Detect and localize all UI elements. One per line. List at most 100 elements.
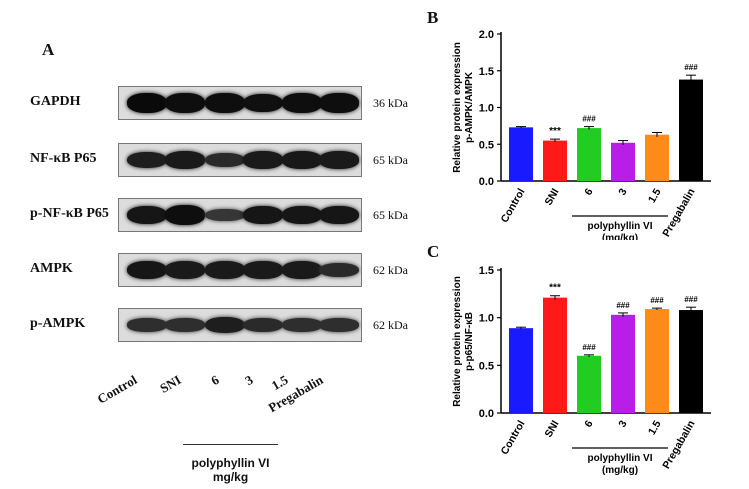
blot-band <box>165 93 205 113</box>
y-tick-label: 1.0 <box>479 103 494 115</box>
bar <box>679 310 703 413</box>
blot-band <box>205 261 245 279</box>
bar <box>577 355 601 413</box>
significance-marker: *** <box>549 283 561 294</box>
bar <box>543 297 567 413</box>
significance-marker: ### <box>582 115 596 124</box>
blot-row-label: p-NF-κB P65 <box>30 206 109 221</box>
blot-band <box>127 261 167 279</box>
blot-kda-label: 65 kDa <box>373 208 408 222</box>
significance-marker: ### <box>616 301 630 310</box>
blot-band <box>282 93 322 113</box>
x-tick-label: 3 <box>616 186 629 197</box>
blot-kda-label: 65 kDa <box>373 153 408 167</box>
blot-kda-label: 36 kDa <box>373 96 408 110</box>
y-tick-label: 1.0 <box>479 313 494 325</box>
panel-a-letter: A <box>42 40 55 59</box>
y-tick-label: 0.0 <box>479 408 494 420</box>
blot-strip <box>118 143 362 177</box>
chart-b-p-ampk: 0.0 0.5 1.0 1.5 2.0 Relative protein expressi… <box>452 29 711 240</box>
blot-strip <box>118 198 362 232</box>
y-tick-label: 1.5 <box>479 66 494 78</box>
blot-band <box>243 93 283 113</box>
bar <box>509 328 533 413</box>
blot-band <box>127 151 167 169</box>
blot-band <box>319 262 359 278</box>
blot-band <box>319 93 359 113</box>
bar <box>679 79 703 181</box>
blot-group-label-2: mg/kg <box>212 470 249 484</box>
x-tick-label: Pregabalin <box>660 187 697 239</box>
x-tick-label: Pregabalin <box>660 419 697 471</box>
significance-marker: ### <box>650 296 664 305</box>
x-tick-label: 3 <box>616 418 629 429</box>
y-axis-label: Relative protein expression <box>452 42 463 173</box>
blot-band <box>165 205 205 225</box>
x-tick-label: 6 <box>582 418 595 429</box>
y-tick-label: 1.5 <box>479 265 494 277</box>
blot-band <box>127 206 167 224</box>
significance-marker: ### <box>684 63 698 72</box>
blot-strip <box>118 253 362 287</box>
x-tick-label: 1.5 <box>646 186 664 205</box>
blot-band <box>127 318 167 332</box>
significance-marker: *** <box>549 126 561 137</box>
blot-band <box>205 152 245 168</box>
group-label-unit: (mg/kg) <box>602 233 638 240</box>
blot-band <box>243 206 283 224</box>
bar <box>645 309 669 413</box>
blot-strip <box>118 86 362 120</box>
blot-kda-label: 62 kDa <box>373 263 408 277</box>
blot-band <box>243 317 283 333</box>
significance-marker: ### <box>684 295 698 304</box>
blot-band <box>165 151 205 169</box>
bar <box>509 127 533 181</box>
panel-c-letter: C <box>427 242 440 261</box>
x-tick-label: SNI <box>542 186 561 207</box>
blot-band <box>243 261 283 279</box>
x-tick-label: 6 <box>582 186 595 197</box>
y-tick-label: 0.0 <box>479 176 494 188</box>
blot-band <box>282 151 322 169</box>
x-tick-label: 1.5 <box>646 418 664 437</box>
group-label-unit: (mg/kg) <box>602 465 638 476</box>
blot-band <box>205 208 245 222</box>
blot-kda-label: 62 kDa <box>373 318 408 332</box>
blot-band <box>165 261 205 279</box>
blot-band <box>127 93 167 113</box>
y-tick-label: 2.0 <box>479 29 494 41</box>
group-label: polyphyllin VI <box>587 453 652 464</box>
blot-band <box>205 316 245 334</box>
blot-band <box>319 206 359 224</box>
y-axis-label: Relative protein expression <box>452 276 463 407</box>
blot-band <box>282 261 322 279</box>
panel-b-letter: B <box>427 8 439 27</box>
blot-strip <box>118 308 362 342</box>
y-tick-label: 0.5 <box>479 360 494 372</box>
bar <box>611 314 635 413</box>
blot-row-label: AMPK <box>30 261 73 276</box>
group-label: polyphyllin VI <box>587 221 652 232</box>
blot-band <box>243 151 283 169</box>
y-axis-label-sub: p-p65/NF-κB <box>464 312 475 371</box>
blot-group-label-1: polyphyllin VI <box>191 456 270 470</box>
x-tick-label: Control <box>499 418 528 456</box>
blot-band <box>205 93 245 113</box>
bar <box>645 134 669 181</box>
blot-row-label: p-AMPK <box>30 316 86 331</box>
bar <box>543 140 567 181</box>
blot-row-label: NF-κB P65 <box>30 151 97 166</box>
significance-marker: ### <box>582 343 596 352</box>
y-axis-label-sub: p-AMPK/AMPK <box>464 71 475 143</box>
blot-band <box>319 151 359 169</box>
blot-band <box>319 318 359 332</box>
bar <box>611 142 635 181</box>
blot-group-line <box>183 444 278 445</box>
bar <box>577 128 601 181</box>
blot-band <box>282 206 322 224</box>
blot-row-label: GAPDH <box>30 94 81 109</box>
x-tick-label: Control <box>499 186 528 224</box>
blot-band <box>165 318 205 332</box>
blot-band <box>282 318 322 332</box>
